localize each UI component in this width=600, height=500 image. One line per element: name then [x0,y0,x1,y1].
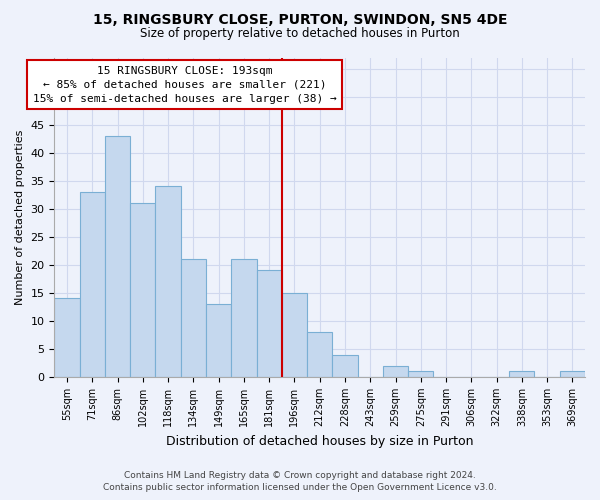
Bar [383,366,408,377]
Bar [282,293,307,377]
Bar [130,203,155,377]
Bar [408,372,433,377]
Bar [105,136,130,377]
Y-axis label: Number of detached properties: Number of detached properties [15,130,25,305]
Bar [560,372,585,377]
Text: 15, RINGSBURY CLOSE, PURTON, SWINDON, SN5 4DE: 15, RINGSBURY CLOSE, PURTON, SWINDON, SN… [93,12,507,26]
Bar [55,298,80,377]
Text: 15 RINGSBURY CLOSE: 193sqm
← 85% of detached houses are smaller (221)
15% of sem: 15 RINGSBURY CLOSE: 193sqm ← 85% of deta… [32,66,337,104]
Bar [80,192,105,377]
Bar [307,332,332,377]
X-axis label: Distribution of detached houses by size in Purton: Distribution of detached houses by size … [166,434,473,448]
Bar [231,260,257,377]
Bar [206,304,231,377]
Text: Contains HM Land Registry data © Crown copyright and database right 2024.
Contai: Contains HM Land Registry data © Crown c… [103,471,497,492]
Bar [181,260,206,377]
Bar [332,354,358,377]
Text: Size of property relative to detached houses in Purton: Size of property relative to detached ho… [140,28,460,40]
Bar [155,186,181,377]
Bar [257,270,282,377]
Bar [509,372,535,377]
